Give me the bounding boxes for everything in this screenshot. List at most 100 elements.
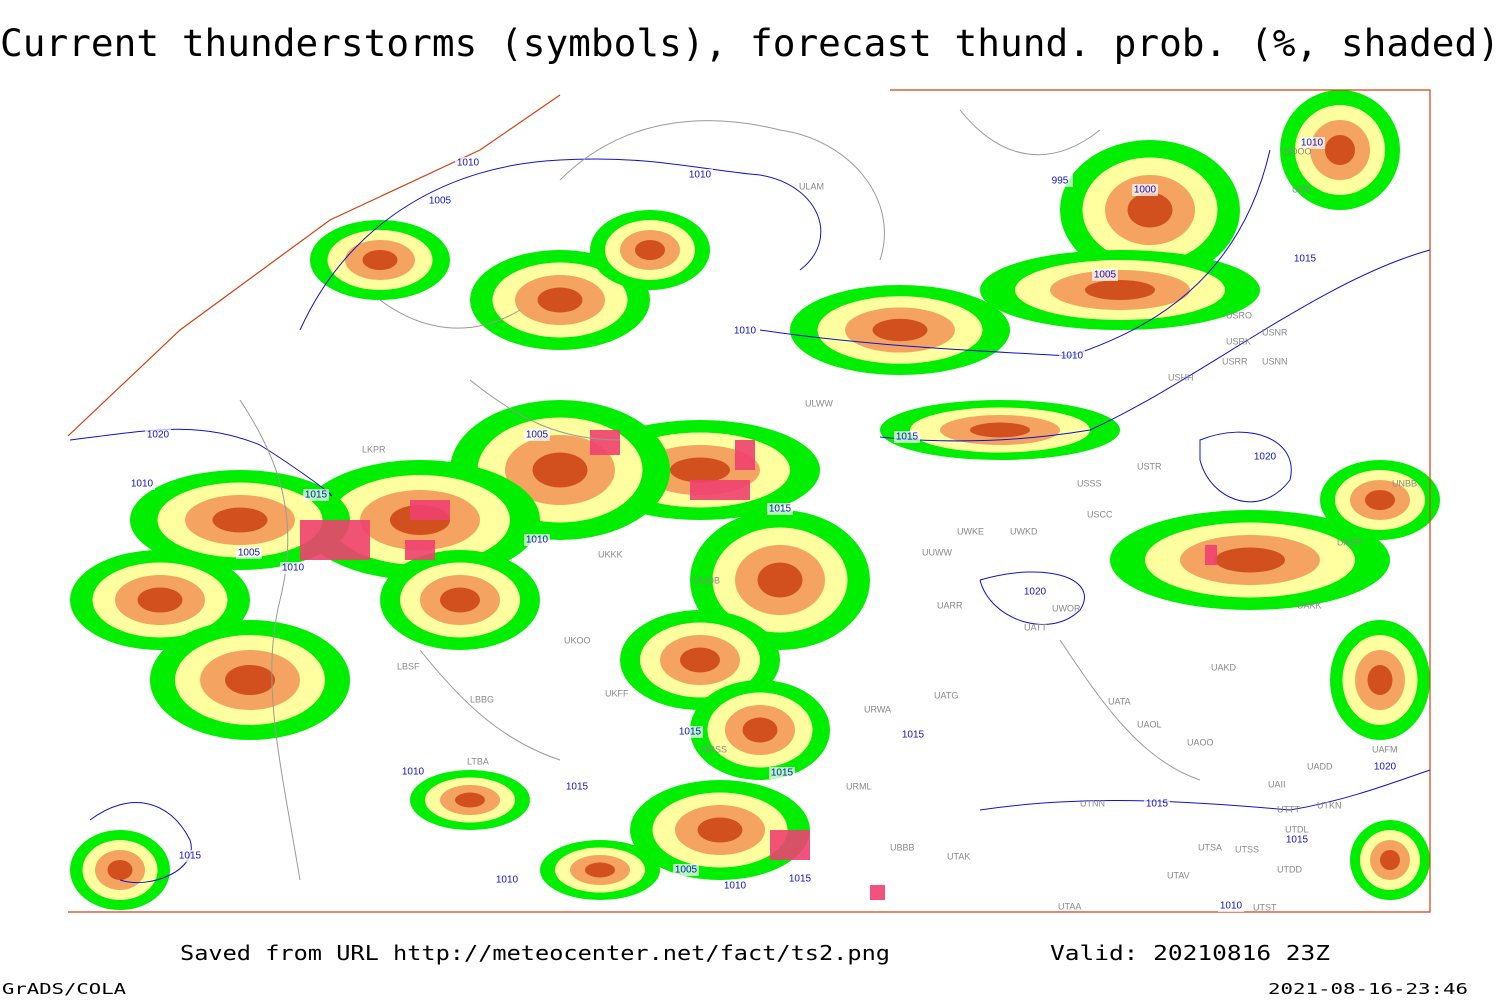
label-bg bbox=[1092, 269, 1118, 281]
label-bg bbox=[894, 431, 920, 443]
station-label: USRR bbox=[1222, 356, 1248, 366]
probability-area bbox=[455, 792, 485, 808]
isobar-label: 1015 bbox=[1286, 835, 1309, 846]
label-bg bbox=[427, 195, 453, 207]
isobar-label: 1010 bbox=[496, 875, 519, 886]
station-label: UUWW bbox=[922, 547, 952, 557]
probability-area bbox=[1127, 192, 1173, 228]
label-bg bbox=[1218, 900, 1244, 912]
label-bg bbox=[1059, 350, 1085, 362]
isobar-label: 1020 bbox=[1024, 587, 1047, 598]
probability-area bbox=[697, 817, 743, 843]
isobar bbox=[879, 249, 1431, 442]
station-label: UKKK bbox=[598, 549, 623, 559]
probability-area bbox=[1365, 490, 1395, 510]
isobar-label: 1010 bbox=[526, 535, 549, 546]
isobar-label: 1010 bbox=[1220, 901, 1243, 912]
thunderstorm-symbols bbox=[590, 430, 620, 455]
probability-area bbox=[362, 250, 398, 270]
thunderstorm-symbols bbox=[735, 440, 755, 470]
thunderstorm-symbols bbox=[410, 500, 450, 520]
isobar-label: 1020 bbox=[147, 430, 170, 441]
isobar-label: 1015 bbox=[566, 782, 589, 793]
label-bg bbox=[1299, 137, 1325, 149]
label-bg bbox=[303, 489, 329, 501]
isobar-label: 1015 bbox=[679, 727, 702, 738]
credit: GrADS/COLA bbox=[2, 980, 126, 998]
label-bg bbox=[900, 729, 926, 741]
isobar-label: 1010 bbox=[1061, 351, 1084, 362]
isobar-label: 1020 bbox=[1254, 452, 1277, 463]
probability-area bbox=[585, 862, 615, 878]
isobar-label: 1010 bbox=[282, 563, 305, 574]
probability-area bbox=[1085, 280, 1155, 300]
label-bg bbox=[769, 767, 795, 779]
station-label: UWKE bbox=[957, 526, 984, 536]
probability-area bbox=[742, 717, 778, 743]
station-label: UADD bbox=[1307, 761, 1333, 771]
probability-area bbox=[757, 562, 803, 598]
isobar-label: 1015 bbox=[769, 504, 792, 515]
label-bg bbox=[400, 766, 426, 778]
station-label: UTAV bbox=[1167, 870, 1190, 880]
label-bg bbox=[564, 781, 590, 793]
map-lines bbox=[67, 89, 1431, 913]
valid-time: Valid: 20210816 23Z bbox=[1050, 941, 1330, 965]
probability-area bbox=[1215, 547, 1285, 573]
station-label: USCC bbox=[1087, 509, 1113, 519]
isobar-label: 1015 bbox=[305, 490, 328, 501]
label-bg bbox=[1132, 184, 1158, 196]
isobar-label: 1010 bbox=[689, 170, 712, 181]
thunderstorm-symbols bbox=[770, 830, 810, 860]
probability-area bbox=[1380, 850, 1400, 870]
probability-area bbox=[137, 587, 183, 613]
map-labels: 1010 1010 1005 995 1000 1010 1015 1005 1010 1010 1… bbox=[129, 137, 1417, 912]
station-label: UARR bbox=[937, 600, 963, 610]
isobar bbox=[979, 769, 1431, 811]
label-bg bbox=[524, 534, 550, 546]
label-bg bbox=[455, 157, 481, 169]
label-bg bbox=[677, 726, 703, 738]
label-bg bbox=[1047, 175, 1073, 187]
label-bg bbox=[732, 325, 758, 337]
timestamp: 2021-08-16-23:46 bbox=[1268, 980, 1468, 998]
station-label: UKFF bbox=[605, 688, 629, 698]
station-label: LBBG bbox=[470, 694, 494, 704]
isobar-label: 1020 bbox=[1374, 762, 1397, 773]
station-label: ULWW bbox=[805, 398, 833, 408]
station-label: UTNN bbox=[1080, 798, 1105, 808]
station-label: USNN bbox=[1262, 356, 1288, 366]
isobar-label: 1015 bbox=[902, 730, 925, 741]
station-label: UKOO bbox=[564, 635, 591, 645]
label-bg bbox=[722, 880, 748, 892]
label-bg bbox=[145, 429, 171, 441]
probability-area bbox=[970, 422, 1030, 438]
label-bg bbox=[1022, 586, 1048, 598]
thunderstorm-symbols bbox=[405, 540, 435, 560]
station-label: UTAA bbox=[1058, 901, 1081, 911]
label-bg bbox=[177, 850, 203, 862]
station-label: LKPR bbox=[362, 444, 386, 454]
station-label: UAKK bbox=[1297, 600, 1322, 610]
station-label: UOII bbox=[1292, 184, 1311, 194]
isobar bbox=[979, 571, 1085, 625]
label-bg bbox=[280, 562, 306, 574]
probability-area bbox=[225, 665, 275, 695]
isobar-label: 1010 bbox=[724, 881, 747, 892]
isobar bbox=[299, 158, 822, 331]
probability-area bbox=[1325, 135, 1355, 165]
source-url: Saved from URL http://meteocenter.net/fa… bbox=[180, 941, 890, 965]
station-label: UASP bbox=[1337, 537, 1362, 547]
station-label: UTDL bbox=[1285, 824, 1309, 834]
isobar-label: 1015 bbox=[896, 432, 919, 443]
isobar-label: 1005 bbox=[429, 196, 452, 207]
isobar-label: 1010 bbox=[457, 158, 480, 169]
probability-area bbox=[212, 507, 268, 533]
station-label: UTKN bbox=[1317, 800, 1342, 810]
isobar bbox=[89, 802, 192, 884]
station-label: USHH bbox=[1168, 372, 1194, 382]
station-label: UTAK bbox=[947, 851, 970, 861]
isobar-label: 1015 bbox=[179, 851, 202, 862]
isobar-label: 1010 bbox=[1301, 138, 1324, 149]
